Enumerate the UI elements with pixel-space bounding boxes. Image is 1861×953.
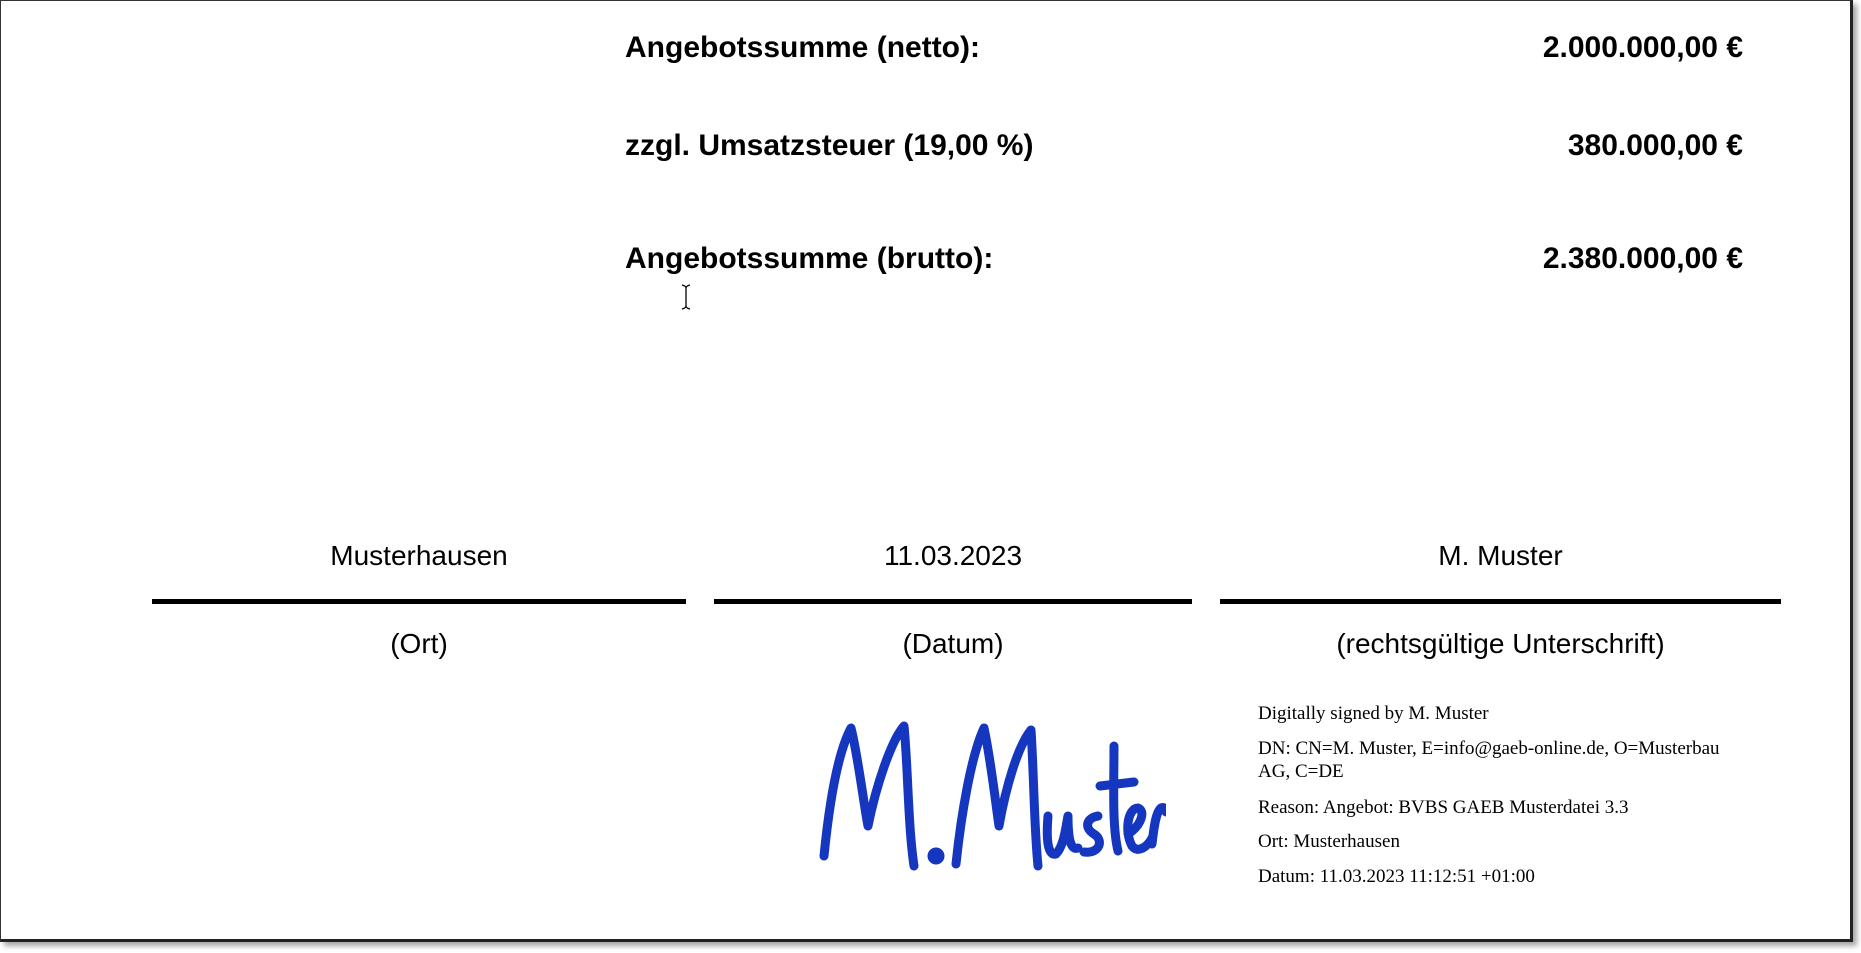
signer-value: M. Muster: [1438, 540, 1563, 571]
net-total-label: Angebotssumme (netto):: [625, 31, 980, 64]
date-value: 11.03.2023: [883, 540, 1023, 571]
place-value: Musterhausen: [330, 540, 508, 571]
date-caption: (Datum): [902, 628, 1004, 659]
signer-caption: (rechtsgültige Unterschrift): [1336, 628, 1665, 659]
signature-line: [1220, 599, 1781, 604]
dn-line-1: DN: CN=M. Muster, E=info@gaeb-online.de,…: [1258, 738, 1720, 759]
reason-text: Reason: Angebot: BVBS GAEB Musterdatei 3…: [1258, 797, 1629, 818]
handwritten-signature-image: [819, 721, 1166, 871]
dn-line-2: AG, C=DE: [1258, 761, 1344, 782]
date-line: [714, 599, 1192, 604]
location-text: Ort: Musterhausen: [1258, 831, 1400, 852]
gross-total-amount: 2.380.000,00 €: [1542, 242, 1743, 275]
place-line: [152, 599, 686, 604]
vat-amount: 380.000,00 €: [1567, 129, 1743, 162]
place-caption: (Ort): [390, 628, 448, 659]
signed-by-text: Digitally signed by M. Muster: [1258, 703, 1489, 724]
vat-label: zzgl. Umsatzsteuer (19,00 %): [625, 129, 1034, 162]
signature-date-text: Datum: 11.03.2023 11:12:51 +01:00: [1258, 866, 1535, 887]
gross-total-label: Angebotssumme (brutto):: [625, 242, 994, 275]
text-cursor-icon: [681, 284, 691, 310]
net-total-amount: 2.000.000,00 €: [1542, 31, 1743, 64]
